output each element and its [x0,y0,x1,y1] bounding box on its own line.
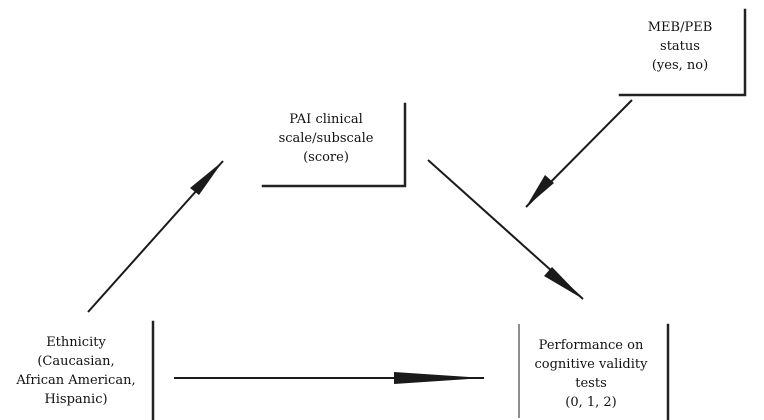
node-performance: Performance on cognitive validity tests … [518,323,670,420]
node-performance-line-2: cognitive validity [535,357,649,372]
arrow-ethnicity-to-pai-head [190,161,223,195]
arrow-ethnicity-to-pai [87,160,224,313]
node-performance-line-3: tests [575,376,606,391]
node-pai-line-1: PAI clinical [289,112,363,127]
node-meb: MEB/PEB status (yes, no) [618,8,747,97]
node-performance-line-1: Performance on [539,338,644,353]
node-ethnicity-line-2: (Caucasian, [37,354,114,369]
node-ethnicity-line-4: Hispanic) [44,392,107,407]
arrow-meb-to-path-head [526,175,554,207]
arrow-pai-to-performance-head [544,267,583,299]
node-pai-line-3: (score) [303,150,349,165]
node-meb-line-1: MEB/PEB [648,20,713,35]
node-ethnicity: Ethnicity (Caucasian, African American, … [15,320,155,420]
node-performance-line-4: (0, 1, 2) [565,395,617,410]
arrow-meb-to-path [525,99,633,208]
arrow-ethnicity-to-performance [174,372,484,384]
arrow-ethnicity-to-performance-head [394,372,484,384]
node-meb-border [618,8,747,97]
node-meb-line-2: status [660,39,700,54]
node-pai-border [261,102,407,188]
node-meb-line-3: (yes, no) [652,58,708,73]
arrow-pai-to-performance [427,159,584,300]
node-ethnicity-line-3: African American, [15,373,135,388]
node-ethnicity-line-1: Ethnicity [46,335,106,350]
node-pai-line-2: scale/subscale [279,131,374,146]
node-pai: PAI clinical scale/subscale (score) [261,102,407,188]
